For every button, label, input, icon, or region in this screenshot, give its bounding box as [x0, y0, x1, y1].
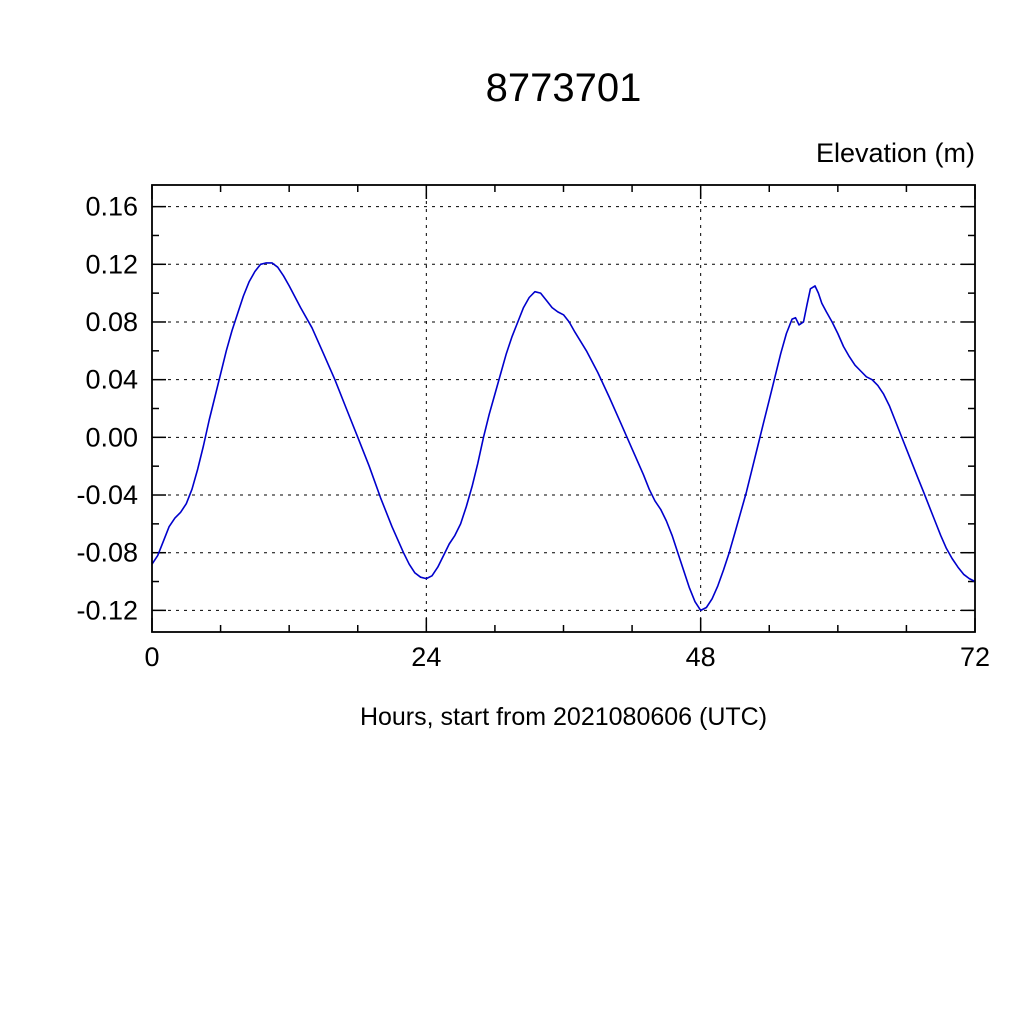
y-tick-label: -0.08 — [76, 538, 138, 568]
y-axis-label: Elevation (m) — [815, 138, 975, 168]
chart-title: 8773701 — [485, 66, 642, 110]
y-tick-label: 0.16 — [85, 192, 138, 222]
y-tick-label: -0.04 — [76, 480, 138, 510]
y-tick-label: 0.00 — [85, 422, 138, 452]
plot-border — [151, 184, 976, 633]
x-tick-label: 48 — [686, 642, 716, 672]
x-tick-label: 24 — [411, 642, 441, 672]
y-tick-label: -0.12 — [76, 595, 138, 625]
x-axis-label: Hours, start from 2021080606 (UTC) — [359, 703, 768, 731]
y-tick-label: 0.04 — [85, 365, 138, 395]
y-tick-label: 0.12 — [85, 249, 138, 279]
y-tick-label: 0.08 — [85, 307, 138, 337]
x-tick-label: 0 — [144, 642, 159, 672]
data-line-elevation — [151, 262, 976, 612]
x-tick-label: 72 — [960, 642, 990, 672]
